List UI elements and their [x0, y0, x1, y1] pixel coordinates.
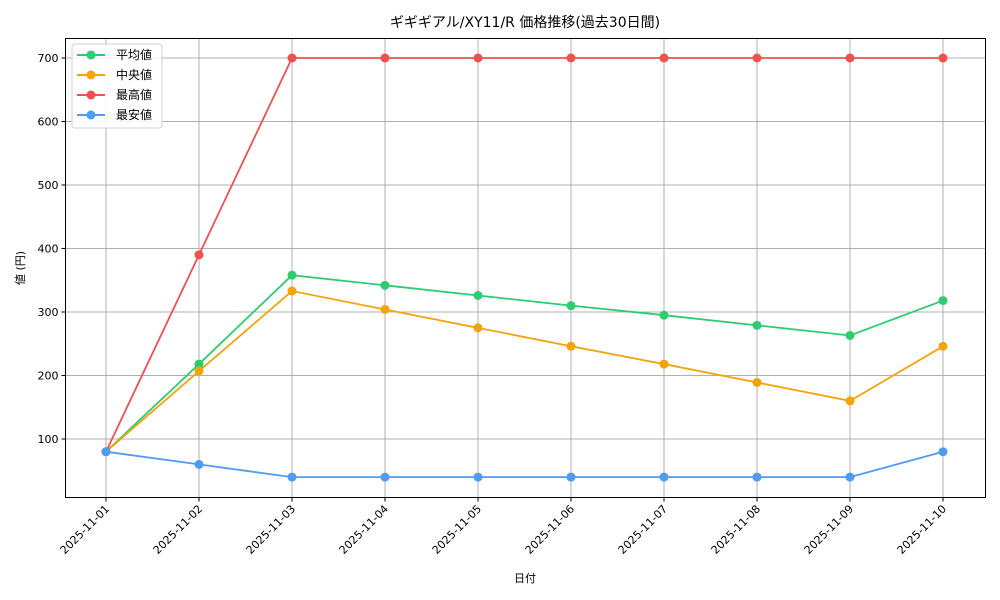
data-point: [938, 296, 948, 306]
x-tick-label: 2025-11-05: [430, 502, 484, 556]
data-point: [566, 53, 576, 63]
data-point: [845, 330, 855, 340]
legend-marker: [86, 90, 96, 100]
data-point: [659, 472, 669, 482]
series-line: [105, 57, 943, 453]
data-point: [566, 301, 576, 311]
series-line: [105, 290, 944, 453]
y-tick-label: 200: [38, 370, 59, 383]
series-3: [101, 447, 948, 482]
data-point: [659, 310, 669, 320]
series-0: [101, 270, 948, 457]
data-point: [194, 359, 204, 369]
legend-marker: [86, 110, 96, 120]
legend-label: 中央値: [116, 67, 152, 82]
x-axis-ticks: 2025-11-01 2025-11-02 2025-11-03 2025-11-04…: [58, 497, 949, 557]
data-point: [194, 459, 204, 469]
data-point: [473, 472, 483, 482]
y-axis-label: 値 (円): [14, 251, 27, 285]
y-tick-label: 700: [38, 52, 59, 65]
data-point: [752, 472, 762, 482]
data-point: [752, 53, 762, 63]
data-point: [473, 290, 483, 300]
x-tick-label: 2025-11-04: [337, 502, 391, 556]
x-tick-label: 2025-11-01: [58, 502, 112, 556]
data-point: [845, 53, 855, 63]
legend-marker: [86, 70, 96, 80]
data-point: [938, 447, 948, 457]
plot-frame: [65, 38, 986, 498]
x-tick-label: 2025-11-10: [895, 502, 949, 556]
series-line: [105, 274, 944, 453]
x-tick-label: 2025-11-08: [709, 502, 763, 556]
data-point: [845, 472, 855, 482]
data-point: [380, 53, 390, 63]
data-point: [287, 472, 297, 482]
legend-box: [71, 43, 163, 129]
data-point: [473, 323, 483, 333]
x-axis-label: 日付: [514, 572, 536, 585]
data-point: [566, 341, 576, 351]
y-tick-label: 400: [38, 243, 59, 256]
series-2: [101, 53, 948, 457]
data-point: [101, 447, 111, 457]
series-line: [105, 450, 944, 479]
x-tick-label: 2025-11-06: [523, 502, 577, 556]
data-point: [938, 53, 948, 63]
data-point: [752, 377, 762, 387]
x-tick-label: 2025-11-02: [151, 502, 205, 556]
legend-marker: [86, 50, 96, 60]
x-tick-label: 2025-11-07: [616, 502, 670, 556]
data-point: [845, 396, 855, 406]
x-tick-label: 2025-11-03: [244, 502, 298, 556]
data-point: [380, 304, 390, 314]
y-tick-label: 600: [38, 116, 59, 129]
data-point: [194, 366, 204, 376]
chart-title: ギギギアル/XY11/R 価格推移(過去30日間): [390, 15, 660, 31]
legend-label: 平均値: [116, 47, 152, 62]
grid-lines: [65, 38, 986, 498]
data-point: [659, 359, 669, 369]
y-axis-ticks: 100 200 300 400 500 600 700: [38, 52, 66, 446]
legend-label: 最安値: [116, 107, 152, 122]
legend-item: 中央値: [77, 67, 152, 82]
data-point: [287, 53, 297, 63]
legend-item: 最高値: [77, 87, 152, 102]
data-point: [194, 250, 204, 260]
data-point: [380, 280, 390, 290]
data-series: [101, 53, 948, 482]
y-tick-label: 500: [38, 179, 59, 192]
data-point: [287, 270, 297, 280]
data-point: [659, 53, 669, 63]
data-point: [938, 341, 948, 351]
data-point: [473, 53, 483, 63]
y-tick-label: 300: [38, 306, 59, 319]
data-point: [287, 286, 297, 296]
x-tick-label: 2025-11-09: [802, 502, 856, 556]
data-point: [566, 472, 576, 482]
y-tick-label: 100: [38, 433, 59, 446]
data-point: [752, 320, 762, 330]
legend-label: 最高値: [116, 87, 152, 102]
legend-item: 平均値: [77, 47, 152, 62]
legend-item: 最安値: [77, 107, 152, 122]
data-point: [380, 472, 390, 482]
